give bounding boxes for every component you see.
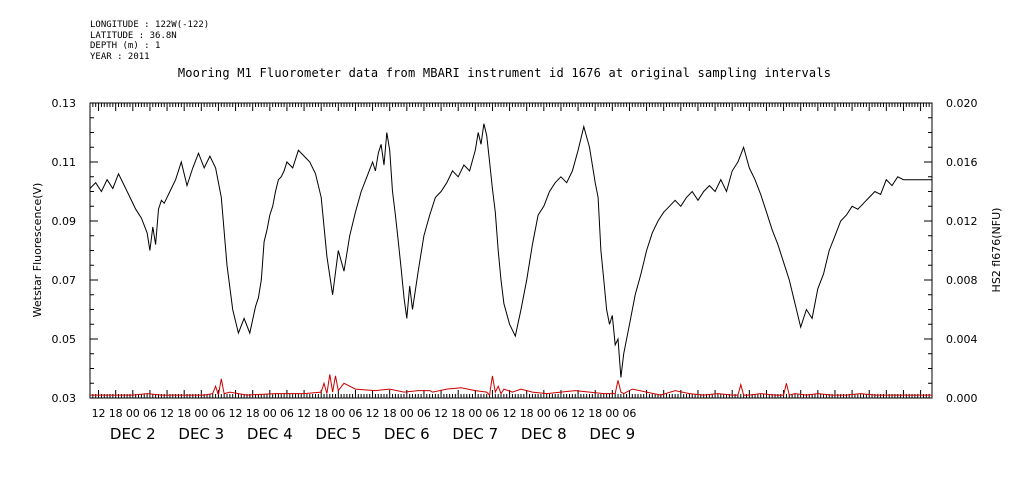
x-tick-label: 18 [588,407,602,420]
series-line-wetstar [89,123,932,378]
right-y-axis-label: HS2 fl676(NFU) [990,208,1003,293]
x-tick-label: 12 [229,407,243,420]
x-day-label: DEC 2 [110,425,156,443]
x-tick-label: 06 [485,407,499,420]
x-tick-label: 00 [263,407,277,420]
x-tick-label: 12 [366,407,380,420]
x-tick-label: 18 [177,407,191,420]
x-tick-label: 18 [451,407,465,420]
y-tick-label-left: 0.09 [52,215,77,228]
y-tick-label-right: 0.004 [946,333,978,346]
plot-frame [89,102,933,399]
x-tick-labels: 12 18 00 06 12 18 00 06 12 18 00 06 12 18 00 06 12 18 00 06… [92,407,637,420]
x-tick-label: 12 [297,407,311,420]
x-tick-label: 00 [537,407,551,420]
y-tick-label-left: 0.05 [52,333,77,346]
x-day-label: DEC 7 [452,425,498,443]
x-tick-label: 12 [571,407,585,420]
x-tick-label: 06 [143,407,157,420]
x-day-label: DEC 3 [178,425,224,443]
x-tick-label: 12 [160,407,174,420]
y-tick-label-left: 0.07 [52,274,77,287]
y-tick-label-right: 0.008 [946,274,978,287]
x-day-label: DEC 8 [521,425,567,443]
y-tick-label-left: 0.13 [52,97,77,110]
x-tick-label: 18 [383,407,397,420]
x-tick-label: 18 [520,407,534,420]
x-tick-label: 00 [331,407,345,420]
x-tick-label: 18 [246,407,260,420]
x-tick-label: 18 [314,407,328,420]
chart-title: Mooring M1 Fluorometer data from MBARI i… [177,66,832,80]
x-day-label: DEC 6 [384,425,430,443]
year-label: YEAR : 2011 [90,51,150,62]
x-tick-label: 06 [280,407,294,420]
y-tick-label-right: 0.000 [946,392,978,405]
longitude-label: LONGITUDE : 122W(-122) [90,20,210,30]
x-tick-label: 00 [126,407,140,420]
y-tick-label-right: 0.016 [946,156,978,169]
x-tick-label: 06 [622,407,636,420]
left-y-axis-label: Wetstar Fluorescence(V) [31,183,44,318]
metadata-block: LONGITUDE : 122W(-122) LATITUDE : 36.8N … [90,20,209,62]
x-tick-label: 06 [417,407,431,420]
left-y-tick-labels: 0.03 0.05 0.07 0.09 0.11 0.13 [52,97,77,405]
x-day-label: DEC 4 [247,425,293,443]
x-tick-label: 06 [348,407,362,420]
x-tick-label: 12 [92,407,106,420]
axis-ticks [89,102,933,399]
x-tick-label: 00 [468,407,482,420]
x-day-labels: DEC 2 DEC 3 DEC 4 DEC 5 DEC 6 DEC 7 DEC 8 DEC 9 [110,425,635,443]
x-tick-label: 00 [194,407,208,420]
x-day-label: DEC 9 [589,425,635,443]
x-tick-label: 12 [434,407,448,420]
x-tick-label: 18 [109,407,123,420]
right-y-tick-labels: 0.000 0.004 0.008 0.012 0.016 0.020 [946,97,978,405]
depth-label: DEPTH (m) : 1 [90,41,161,51]
y-tick-label-left: 0.11 [52,156,77,169]
x-tick-label: 00 [605,407,619,420]
y-tick-label-left: 0.03 [52,392,77,405]
series-line-hs2 [90,374,932,397]
x-tick-label: 12 [503,407,517,420]
y-tick-label-right: 0.012 [946,215,978,228]
y-tick-label-right: 0.020 [946,97,978,110]
x-tick-label: 00 [400,407,414,420]
latitude-label: LATITUDE : 36.8N [90,30,177,41]
x-day-label: DEC 5 [315,425,361,443]
x-tick-label: 06 [554,407,568,420]
x-tick-label: 06 [211,407,225,420]
